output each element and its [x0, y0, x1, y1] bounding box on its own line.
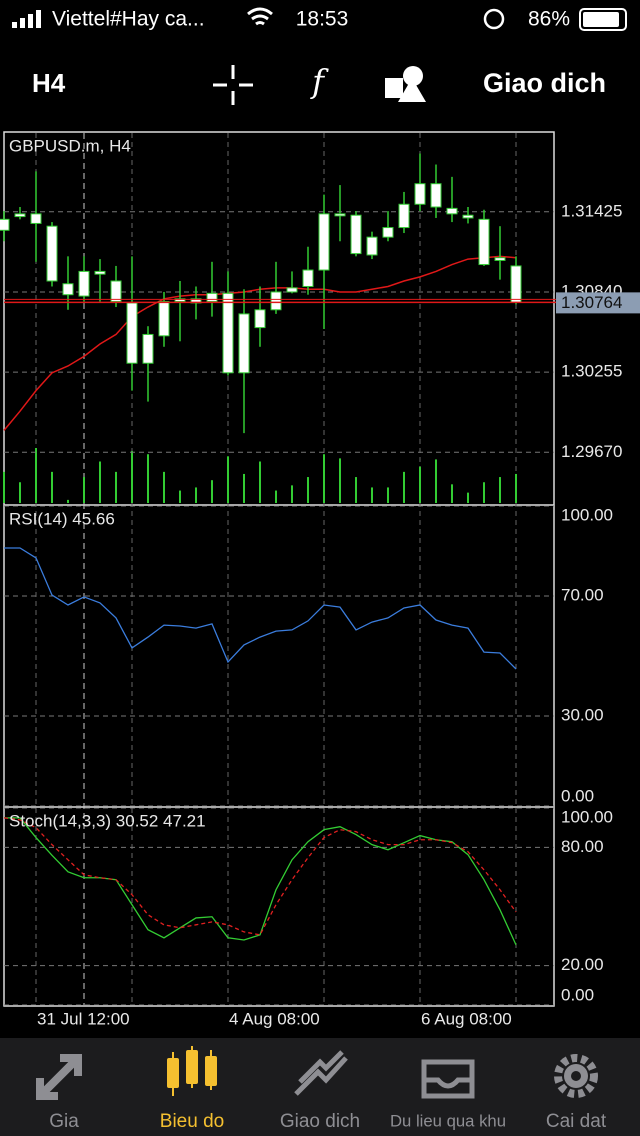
status-bar: Viettel#Hay ca... 18:53 86%	[12, 7, 627, 31]
y-tick-label: 80.00	[561, 837, 604, 856]
panel-title: GBPUSD.m, H4	[9, 136, 131, 155]
battery-icon	[579, 8, 627, 31]
tab[interactable]: Gia	[36, 1054, 82, 1132]
candle-body	[382, 227, 394, 238]
candle-body	[254, 309, 266, 329]
candle-body	[110, 280, 122, 303]
candle-body	[302, 269, 314, 287]
indicator-line	[3, 817, 517, 936]
tab-icon-part	[421, 1059, 475, 1099]
tab-label: Giao dich	[280, 1111, 360, 1132]
tab-icon-part	[571, 1071, 581, 1081]
battery-level	[583, 12, 619, 27]
indicator-line	[4, 547, 517, 670]
clock: 18:53	[296, 8, 349, 31]
candle-body	[286, 287, 298, 293]
candle-body	[30, 213, 42, 224]
y-tick-label: 0.00	[561, 985, 594, 1004]
candle-body	[158, 301, 170, 337]
candle-body	[334, 213, 346, 217]
x-tick-label: 4 Aug 08:00	[229, 1009, 320, 1028]
candle-body	[222, 292, 234, 374]
carrier: Viettel#Hay ca...	[52, 8, 205, 31]
candle-body	[78, 270, 90, 297]
y-tick-label: 100.00	[561, 807, 613, 826]
wifi-icon	[247, 7, 273, 26]
candle-body	[206, 292, 218, 303]
candle-body	[94, 270, 106, 275]
tab-label: Du lieu qua khu	[390, 1111, 506, 1130]
candle-body	[398, 203, 410, 229]
candle-body	[238, 313, 250, 374]
y-tick-label: 70.00	[561, 585, 604, 604]
candle-body	[126, 302, 138, 364]
tab-icon-part	[554, 1054, 598, 1098]
candle-body	[0, 218, 10, 231]
tab-label: Cai dat	[546, 1111, 607, 1132]
tab-bar	[0, 1038, 640, 1136]
candle-body	[174, 298, 186, 303]
rotation-lock	[483, 8, 505, 30]
y-tick-label: 100.00	[561, 505, 613, 524]
chart-frame	[3, 131, 555, 1007]
tab-icon-part	[294, 1050, 348, 1096]
tab-icon-part	[172, 1046, 212, 1096]
bid-label-box	[556, 292, 640, 314]
candle-body	[414, 183, 426, 205]
candle-body	[14, 213, 26, 218]
x-tick-label: 6 Aug 08:00	[421, 1009, 512, 1028]
candle-body	[46, 225, 58, 282]
candle-body	[270, 291, 282, 311]
timeframe-button[interactable]: H4	[32, 68, 66, 98]
tab[interactable]: Du lieu qua khu	[390, 1059, 506, 1130]
y-tick-label: 20.00	[561, 955, 604, 974]
toolbar: H4 f Giao dich	[32, 63, 606, 105]
tabs: Gia Bieu do Giao dich Du lieu qua khu Cai da…	[36, 1046, 607, 1132]
candle-body	[462, 214, 474, 219]
tab[interactable]: Cai dat	[546, 1054, 607, 1132]
y-tick-label: 1.29670	[561, 442, 622, 461]
panel-title: Stoch(14,3,3) 30.52 47.21	[9, 811, 206, 830]
objects-button[interactable]	[385, 66, 426, 102]
candle-body	[478, 218, 490, 266]
signal-icon	[12, 10, 41, 28]
candle-body	[446, 207, 458, 215]
tab[interactable]: Giao dich	[280, 1050, 360, 1132]
candle-body	[142, 333, 154, 364]
candle-body	[430, 183, 442, 208]
candle-body	[494, 257, 506, 261]
tab[interactable]: Bieu do	[160, 1046, 224, 1132]
panel-title: RSI(14) 45.66	[9, 509, 115, 528]
battery-percent: 86%	[528, 8, 570, 31]
crosshair-button[interactable]	[213, 65, 253, 105]
candle-body	[510, 265, 522, 303]
indicator-line	[4, 817, 517, 946]
y-tick-label: 0.00	[561, 786, 594, 805]
trade-button[interactable]: Giao dich	[483, 68, 606, 98]
y-tick-label: 30.00	[561, 705, 604, 724]
candle-body	[62, 283, 74, 296]
x-tick-label: 31 Jul 12:00	[37, 1009, 130, 1028]
y-tick-label: 1.31425	[561, 201, 622, 220]
tab-label: Bieu do	[160, 1111, 224, 1132]
tab-icon-part	[36, 1054, 82, 1100]
candle-body	[350, 214, 362, 255]
tab-label: Gia	[49, 1111, 79, 1132]
y-tick-label: 1.30255	[561, 362, 622, 381]
bid-label: 1.30764	[561, 293, 622, 312]
candle-body	[366, 236, 378, 256]
tab-icon-part	[424, 1077, 472, 1089]
candle-body	[318, 213, 330, 271]
